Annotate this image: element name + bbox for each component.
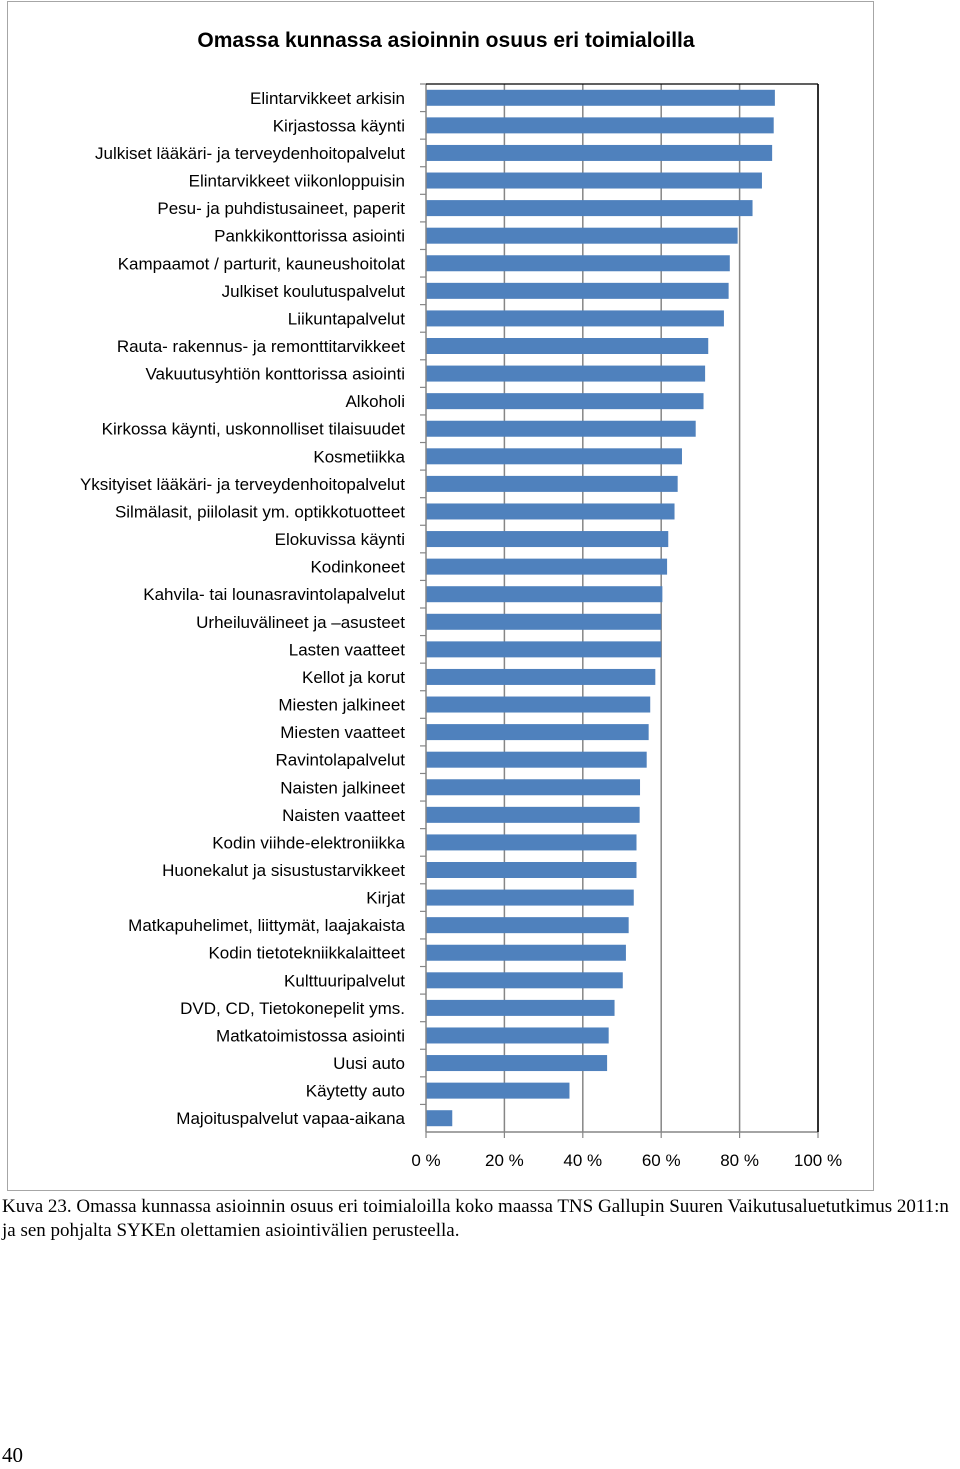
bar bbox=[426, 917, 629, 934]
category-label: Naisten vaatteet bbox=[282, 806, 405, 825]
bar bbox=[426, 586, 663, 603]
figure-caption: Kuva 23. Omassa kunnassa asioinnin osuus… bbox=[2, 1196, 949, 1241]
bar bbox=[426, 862, 637, 878]
bar-chart: Omassa kunnassa asioinnin osuus eri toim… bbox=[80, 29, 842, 1170]
bar bbox=[426, 227, 738, 244]
category-label: Elintarvikkeet arkisin bbox=[250, 89, 405, 108]
category-label: Lasten vaatteet bbox=[289, 640, 406, 659]
x-tick-label: 0 % bbox=[411, 1151, 440, 1170]
bar bbox=[426, 1110, 453, 1127]
bar bbox=[426, 724, 649, 741]
bars bbox=[426, 89, 775, 1127]
bar bbox=[426, 255, 730, 272]
x-tick-label: 60 % bbox=[642, 1151, 681, 1170]
category-label: DVD, CD, Tietokonepelit yms. bbox=[180, 999, 405, 1018]
bar bbox=[426, 475, 678, 492]
bar bbox=[426, 503, 675, 520]
category-label: Kosmetiikka bbox=[313, 447, 405, 466]
x-tick-label: 20 % bbox=[485, 1151, 524, 1170]
bar bbox=[426, 393, 704, 410]
bar bbox=[426, 779, 641, 796]
category-label: Elintarvikkeet viikonloppuisin bbox=[189, 172, 405, 191]
bar bbox=[426, 310, 724, 327]
bar bbox=[426, 972, 623, 989]
category-label: Rauta- rakennus- ja remonttitarvikkeet bbox=[117, 337, 405, 356]
x-tick-label: 80 % bbox=[720, 1151, 759, 1170]
category-labels: Elintarvikkeet arkisin Kirjastossa käynti… bbox=[80, 89, 406, 1128]
category-label: Alkoholi bbox=[345, 392, 405, 411]
x-tick-label: 100 % bbox=[794, 1151, 842, 1170]
category-label: Yksityiset lääkäri- ja terveydenhoitopal… bbox=[80, 475, 405, 494]
category-label: Kahvila- tai lounasravintolapalvelut bbox=[143, 585, 405, 604]
bar bbox=[426, 751, 647, 768]
category-label: Matkatoimistossa asiointi bbox=[216, 1026, 405, 1045]
category-label: Miesten vaatteet bbox=[280, 723, 405, 742]
chart-title: Omassa kunnassa asioinnin osuus eri toim… bbox=[197, 29, 694, 52]
category-label: Kodinkoneet bbox=[310, 558, 405, 577]
category-label: Julkiset koulutuspalvelut bbox=[222, 282, 406, 301]
category-label: Matkapuhelimet, liittymät, laajakaista bbox=[128, 916, 405, 935]
bar bbox=[426, 89, 775, 106]
category-label: Kirkossa käynti, uskonnolliset tilaisuud… bbox=[102, 420, 406, 439]
bar bbox=[426, 944, 626, 961]
bar bbox=[426, 1055, 608, 1072]
bar bbox=[426, 834, 637, 851]
category-label: Miesten jalkineet bbox=[278, 696, 405, 715]
bar bbox=[426, 668, 656, 685]
axes bbox=[420, 83, 819, 1138]
category-label: Liikuntapalvelut bbox=[288, 309, 405, 328]
category-label: Ravintolapalvelut bbox=[276, 751, 406, 770]
category-label: Kirjat bbox=[366, 889, 405, 908]
category-label: Pesu- ja puhdistusaineet, paperit bbox=[157, 199, 405, 218]
category-label: Kulttuuripalvelut bbox=[284, 971, 405, 990]
bar bbox=[426, 117, 774, 134]
bar bbox=[426, 696, 651, 713]
category-label: Vakuutusyhtiön konttorissa asiointi bbox=[145, 365, 405, 384]
category-label: Julkiset lääkäri- ja terveydenhoitopalve… bbox=[95, 144, 405, 163]
bar bbox=[426, 613, 662, 630]
bar bbox=[426, 365, 706, 382]
bar bbox=[426, 144, 773, 161]
category-label: Urheiluvälineet ja –asusteet bbox=[196, 613, 405, 632]
bar bbox=[426, 641, 662, 658]
category-label: Kellot ja korut bbox=[302, 668, 405, 687]
bar bbox=[426, 420, 696, 437]
bar bbox=[426, 999, 615, 1016]
bar bbox=[426, 200, 753, 217]
category-label: Majoituspalvelut vapaa-aikana bbox=[176, 1109, 405, 1128]
x-tick-label: 40 % bbox=[563, 1151, 602, 1170]
bar bbox=[426, 558, 668, 575]
bar bbox=[426, 806, 640, 823]
category-label: Huonekalut ja sisustustarvikkeet bbox=[162, 861, 405, 880]
category-label: Naisten jalkineet bbox=[280, 778, 405, 797]
category-label: Silmälasit, piilolasit ym. optikkotuotte… bbox=[115, 502, 405, 521]
category-label: Elokuvissa käynti bbox=[275, 530, 405, 549]
category-label: Kodin viihde-elektroniikka bbox=[212, 833, 405, 852]
x-tick-labels: 0 % 20 % 40 % 60 % 80 % 100 % bbox=[411, 1151, 842, 1170]
category-label: Pankkikonttorissa asiointi bbox=[214, 227, 405, 246]
bar bbox=[426, 889, 634, 906]
bar bbox=[426, 172, 762, 189]
category-label: Käytetty auto bbox=[306, 1082, 405, 1101]
category-label: Kampaamot / parturit, kauneushoitolat bbox=[118, 254, 406, 273]
page-number: 40 bbox=[2, 1443, 23, 1467]
bar bbox=[426, 448, 682, 465]
bar bbox=[426, 338, 709, 354]
category-label: Kodin tietotekniikkalaitteet bbox=[208, 944, 405, 963]
category-label: Uusi auto bbox=[333, 1054, 405, 1073]
category-label: Kirjastossa käynti bbox=[273, 116, 405, 135]
bar bbox=[426, 531, 669, 548]
bar bbox=[426, 1027, 609, 1044]
bar bbox=[426, 1082, 570, 1099]
bar bbox=[426, 282, 729, 299]
